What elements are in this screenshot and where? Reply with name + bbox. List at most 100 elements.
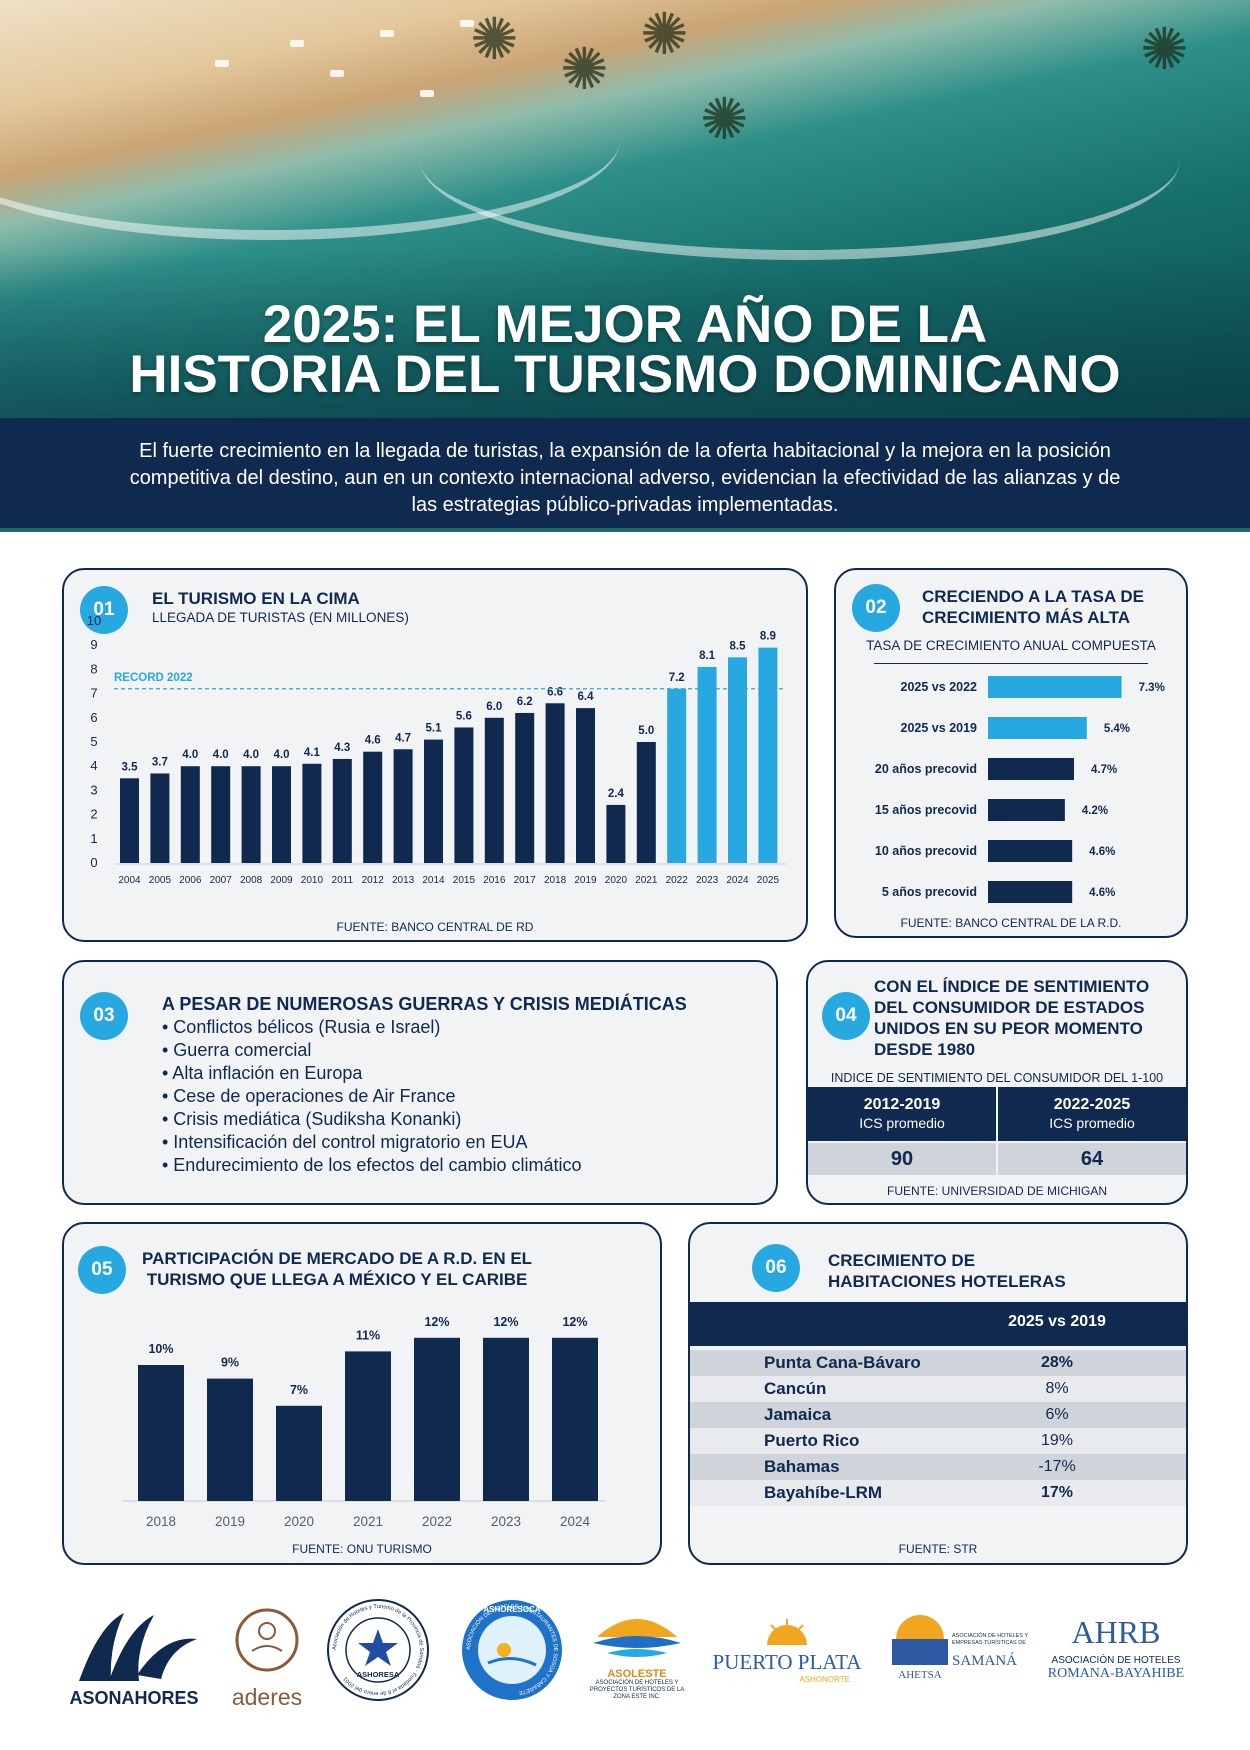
y-tick-label: 10 — [87, 613, 101, 628]
ics-value: 90 — [808, 1143, 998, 1175]
ashoresa-seal-icon: Asociación de Hoteles y Turismo de la Pr… — [327, 1599, 429, 1701]
list-item: • Crisis mediática (Sudiksha Konanki) — [162, 1109, 462, 1129]
logo-text: ASHORESOCA — [483, 1605, 541, 1614]
list-item: • Guerra comercial — [162, 1040, 312, 1060]
y-tick-label: 7 — [90, 686, 97, 701]
bar — [211, 766, 231, 863]
bar-value-label: 7.2 — [669, 672, 685, 684]
card-crises: 03 A PESAR DE NUMEROSAS GUERRAS Y CRISIS… — [62, 960, 778, 1205]
palm-tree-icon: ✺ — [700, 85, 749, 153]
category-label: 10 años precovid — [875, 844, 977, 858]
y-tick-label: 9 — [90, 637, 97, 652]
x-tick-label: 2021 — [635, 875, 658, 886]
section-badge-01: 01 — [80, 586, 128, 634]
list-item: • Endurecimiento de los efectos del camb… — [162, 1155, 582, 1175]
bar — [241, 766, 261, 863]
x-tick-label: 2023 — [696, 875, 719, 886]
x-tick-label: 2010 — [301, 875, 324, 886]
bar — [180, 766, 200, 863]
y-tick-label: 4 — [90, 758, 97, 773]
bar — [302, 763, 322, 863]
y-tick-label: 3 — [90, 782, 97, 797]
beach-chair — [460, 20, 474, 27]
destination: Cancún — [764, 1379, 827, 1398]
logo-ahrb: AHRB ASOCIACIÓN DE HOTELES ROMANA-BAYAHI… — [1046, 1615, 1186, 1682]
bar — [207, 1378, 253, 1501]
logo-asonahores: ASONAHORES — [64, 1605, 204, 1709]
bar-value-label: 5.6 — [456, 710, 472, 722]
palm-tree-icon: ✺ — [560, 35, 609, 103]
section-title: CRECIENDO A LA TASA DE CRECIMIENTO MÁS A… — [922, 586, 1144, 628]
x-tick-label: 2020 — [284, 1514, 314, 1529]
bar — [272, 766, 291, 863]
bar-value-label: 5.4% — [1104, 723, 1130, 735]
destination: Bahamas — [764, 1457, 840, 1476]
card-growth-rate: 02 CRECIENDO A LA TASA DE CRECIMIENTO MÁ… — [834, 568, 1188, 938]
growth-value: 19% — [1040, 1432, 1074, 1449]
section-title: A PESAR DE NUMEROSAS GUERRAS Y CRISIS ME… — [162, 994, 687, 1014]
bar — [606, 804, 626, 863]
aderes-circle-icon — [235, 1608, 299, 1672]
bar-value-label: 2.4 — [608, 788, 625, 800]
title-line-2: TURISMO QUE LLEGA A MÉXICO Y EL CARIBE — [146, 1270, 528, 1289]
bar — [150, 773, 170, 863]
ics-label: ICS promedio — [859, 1115, 945, 1131]
table-header: 2025 vs 2019 — [690, 1302, 1186, 1346]
bar — [988, 881, 1073, 903]
ahetsa-whale-icon — [892, 1615, 948, 1665]
bar-value-label: 6.2 — [517, 696, 533, 708]
bar-value-label: 4.7 — [395, 732, 411, 744]
y-tick-label: 0 — [90, 855, 97, 870]
ics-column-2: 2022-2025 ICS promedio — [998, 1087, 1186, 1141]
logo-ashoresa: Asociación de Hoteles y Turismo de la Pr… — [326, 1595, 430, 1710]
bar — [988, 758, 1075, 780]
title-line-1: CRECIENDO A LA TASA DE — [922, 587, 1144, 606]
logo-text: ASOLESTE — [607, 1668, 667, 1680]
logo-asoleste: ASOLESTE ASOCIACIÓN DE HOTELES Y PROYECT… — [582, 1607, 692, 1701]
title-line: DESDE 1980 — [874, 1040, 976, 1059]
bar-value-label: 5.1 — [426, 723, 443, 735]
destination: Jamaica — [764, 1405, 832, 1424]
card-tourist-arrivals: 01 EL TURISMO EN LA CIMA LLEGADA DE TURI… — [62, 568, 808, 942]
bar — [424, 739, 443, 863]
ics-period: 2022-2025 — [1053, 1096, 1131, 1113]
logo-subtext: ASOCIACIÓN DE HOTELES Y PROYECTOS TURÍST… — [589, 1680, 685, 1700]
intro-text: El fuerte crecimiento en la llegada de t… — [0, 418, 1250, 532]
beach-chair — [290, 40, 304, 47]
bar-value-label: 4.3 — [334, 742, 350, 754]
divider — [874, 663, 1148, 664]
x-tick-label: 2011 — [332, 875, 354, 886]
bar — [515, 712, 535, 863]
destination: Bayahíbe-LRM — [764, 1483, 883, 1502]
bar-value-label: 11% — [356, 1328, 380, 1342]
list-item: • Cese de operaciones de Air France — [162, 1086, 456, 1106]
bar — [552, 1337, 598, 1501]
bar-value-label: 3.5 — [122, 761, 139, 773]
asoleste-sun-icon — [593, 1619, 681, 1657]
palm-tree-icon: ✺ — [1140, 15, 1189, 83]
section-title: EL TURISMO EN LA CIMA — [152, 589, 360, 608]
title-line-2: HABITACIONES HOTELERAS — [828, 1272, 1066, 1291]
logo-text-samana: SAMANÁ — [952, 1653, 1018, 1669]
bar — [484, 717, 504, 863]
bar-value-label: 4.2% — [1082, 805, 1108, 817]
ics-column-1: 2012-2019 ICS promedio — [808, 1087, 998, 1141]
crisis-list: • Conflictos bélicos (Rusia e Israel) • … — [162, 1016, 582, 1177]
section-title: PARTICIPACIÓN DE MERCADO DE A R.D. EN EL… — [142, 1248, 532, 1290]
ics-value: 64 — [998, 1143, 1186, 1175]
bar — [120, 778, 139, 863]
growth-value: 17% — [1040, 1484, 1074, 1501]
bar — [393, 749, 413, 863]
title-line-1: PARTICIPACIÓN DE MERCADO DE A R.D. EN EL — [142, 1249, 533, 1268]
bar — [988, 799, 1065, 821]
section-badge-04: 04 — [822, 992, 870, 1040]
x-tick-label: 2024 — [560, 1514, 591, 1529]
palm-tree-icon: ✺ — [470, 5, 519, 73]
chart-source: FUENTE: BANCO CENTRAL DE LA R.D. — [900, 916, 1122, 930]
title-line: UNIDOS EN SU PEOR MOMENTO — [874, 1019, 1143, 1038]
ashoresoca-seal-icon: ASOCIACIÓN DE HOTELES Y RESTAURANTES DE … — [462, 1600, 562, 1700]
chart-source: FUENTE: STR — [898, 1542, 978, 1556]
bar-value-label: 4.6% — [1089, 887, 1115, 899]
logo-subtext-2: ROMANA-BAYAHIBE — [1047, 1666, 1185, 1681]
x-tick-label: 2012 — [362, 875, 385, 886]
